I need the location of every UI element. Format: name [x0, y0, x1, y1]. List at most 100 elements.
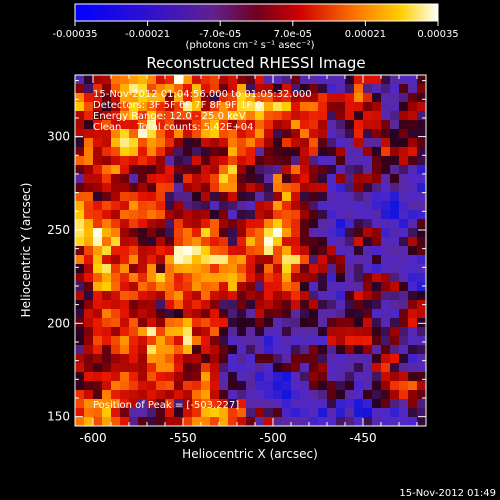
heatmap-cell: [165, 309, 175, 319]
heatmap-cell: [102, 309, 112, 319]
heatmap-cell: [102, 84, 112, 94]
heatmap-cell: [129, 336, 139, 346]
heatmap-cell: [210, 381, 220, 391]
heatmap-cell: [327, 363, 337, 373]
heatmap-cell: [336, 273, 346, 283]
heatmap-cell: [102, 75, 112, 85]
heatmap-cell: [84, 354, 94, 364]
heatmap-cell: [408, 408, 418, 418]
heatmap-cell: [210, 147, 220, 157]
heatmap-cell: [201, 336, 211, 346]
heatmap-cell: [381, 354, 391, 364]
heatmap-cell: [111, 345, 121, 355]
heatmap-cell: [327, 354, 337, 364]
heatmap-cell: [390, 156, 400, 166]
heatmap-cell: [372, 354, 382, 364]
heatmap-cell: [282, 246, 292, 256]
heatmap-cell: [84, 93, 94, 103]
heatmap-cell: [93, 75, 103, 85]
heatmap-cell: [399, 156, 409, 166]
heatmap-cell: [111, 255, 121, 265]
heatmap-cell: [192, 165, 202, 175]
heatmap-cell: [372, 318, 382, 328]
heatmap-cell: [102, 147, 112, 157]
heatmap-cell: [111, 264, 121, 274]
heatmap-cell: [327, 201, 337, 211]
heatmap-cell: [381, 75, 391, 85]
heatmap-cell: [309, 138, 319, 148]
heatmap-cell: [183, 111, 193, 121]
heatmap-cell: [354, 408, 364, 418]
heatmap-cell: [291, 228, 301, 238]
heatmap-cell: [147, 381, 157, 391]
heatmap-cell: [147, 363, 157, 373]
heatmap-cell: [210, 273, 220, 283]
heatmap-cell: [399, 327, 409, 337]
heatmap-cell: [246, 237, 256, 247]
heatmap-cell: [174, 363, 184, 373]
heatmap-cell: [201, 111, 211, 121]
heatmap-cell: [399, 237, 409, 247]
annotation-detectors: Detectors: 3F 5F 6F 7F 8F 9F 1F 0: [93, 100, 262, 111]
heatmap-cell: [354, 363, 364, 373]
heatmap-cell: [345, 84, 355, 94]
heatmap-cell: [219, 102, 229, 112]
heatmap-cell: [156, 390, 166, 400]
heatmap-cell: [291, 291, 301, 301]
heatmap-cell: [417, 174, 427, 184]
heatmap-cell: [390, 300, 400, 310]
heatmap-cell: [102, 390, 112, 400]
heatmap-cell: [264, 336, 274, 346]
heatmap-cell: [309, 120, 319, 130]
heatmap-cell: [309, 84, 319, 94]
heatmap-cell: [255, 156, 265, 166]
heatmap-cell: [354, 120, 364, 130]
heatmap-cell: [93, 282, 103, 292]
x-tick-label: -450: [349, 431, 376, 445]
heatmap-cell: [129, 120, 139, 130]
heatmap-cell: [201, 102, 211, 112]
heatmap-cell: [300, 210, 310, 220]
heatmap-cell: [264, 147, 274, 157]
heatmap-cell: [111, 390, 121, 400]
heatmap-cell: [354, 192, 364, 202]
heatmap-cell: [138, 201, 148, 211]
heatmap-cell: [75, 219, 85, 229]
heatmap-cell: [318, 273, 328, 283]
heatmap-cell: [318, 354, 328, 364]
heatmap-cell: [354, 417, 364, 427]
heatmap-cell: [210, 84, 220, 94]
heatmap-cell: [165, 120, 175, 130]
heatmap-cell: [120, 174, 130, 184]
heatmap-cell: [120, 399, 130, 409]
heatmap-cell: [246, 192, 256, 202]
heatmap-cell: [273, 255, 283, 265]
heatmap-cell: [129, 219, 139, 229]
heatmap-cell: [255, 147, 265, 157]
heatmap-cell: [201, 237, 211, 247]
heatmap-cell: [399, 147, 409, 157]
heatmap-cell: [408, 111, 418, 121]
heatmap-cell: [336, 336, 346, 346]
heatmap-cell: [93, 93, 103, 103]
heatmap-cell: [228, 309, 238, 319]
heatmap-cell: [246, 147, 256, 157]
heatmap-cell: [264, 363, 274, 373]
heatmap-cell: [291, 75, 301, 85]
heatmap-cell: [192, 246, 202, 256]
heatmap-cell: [228, 219, 238, 229]
heatmap-cell: [282, 111, 292, 121]
heatmap-cell: [120, 255, 130, 265]
heatmap-cell: [219, 174, 229, 184]
heatmap-cell: [390, 246, 400, 256]
heatmap-cell: [156, 408, 166, 418]
heatmap-cell: [120, 138, 130, 148]
heatmap-cell: [327, 381, 337, 391]
heatmap-cell: [336, 354, 346, 364]
heatmap-cell: [111, 138, 121, 148]
heatmap-cell: [417, 372, 427, 382]
heatmap-cell: [93, 156, 103, 166]
heatmap-cell: [210, 399, 220, 409]
heatmap-cell: [417, 165, 427, 175]
heatmap-cell: [174, 219, 184, 229]
